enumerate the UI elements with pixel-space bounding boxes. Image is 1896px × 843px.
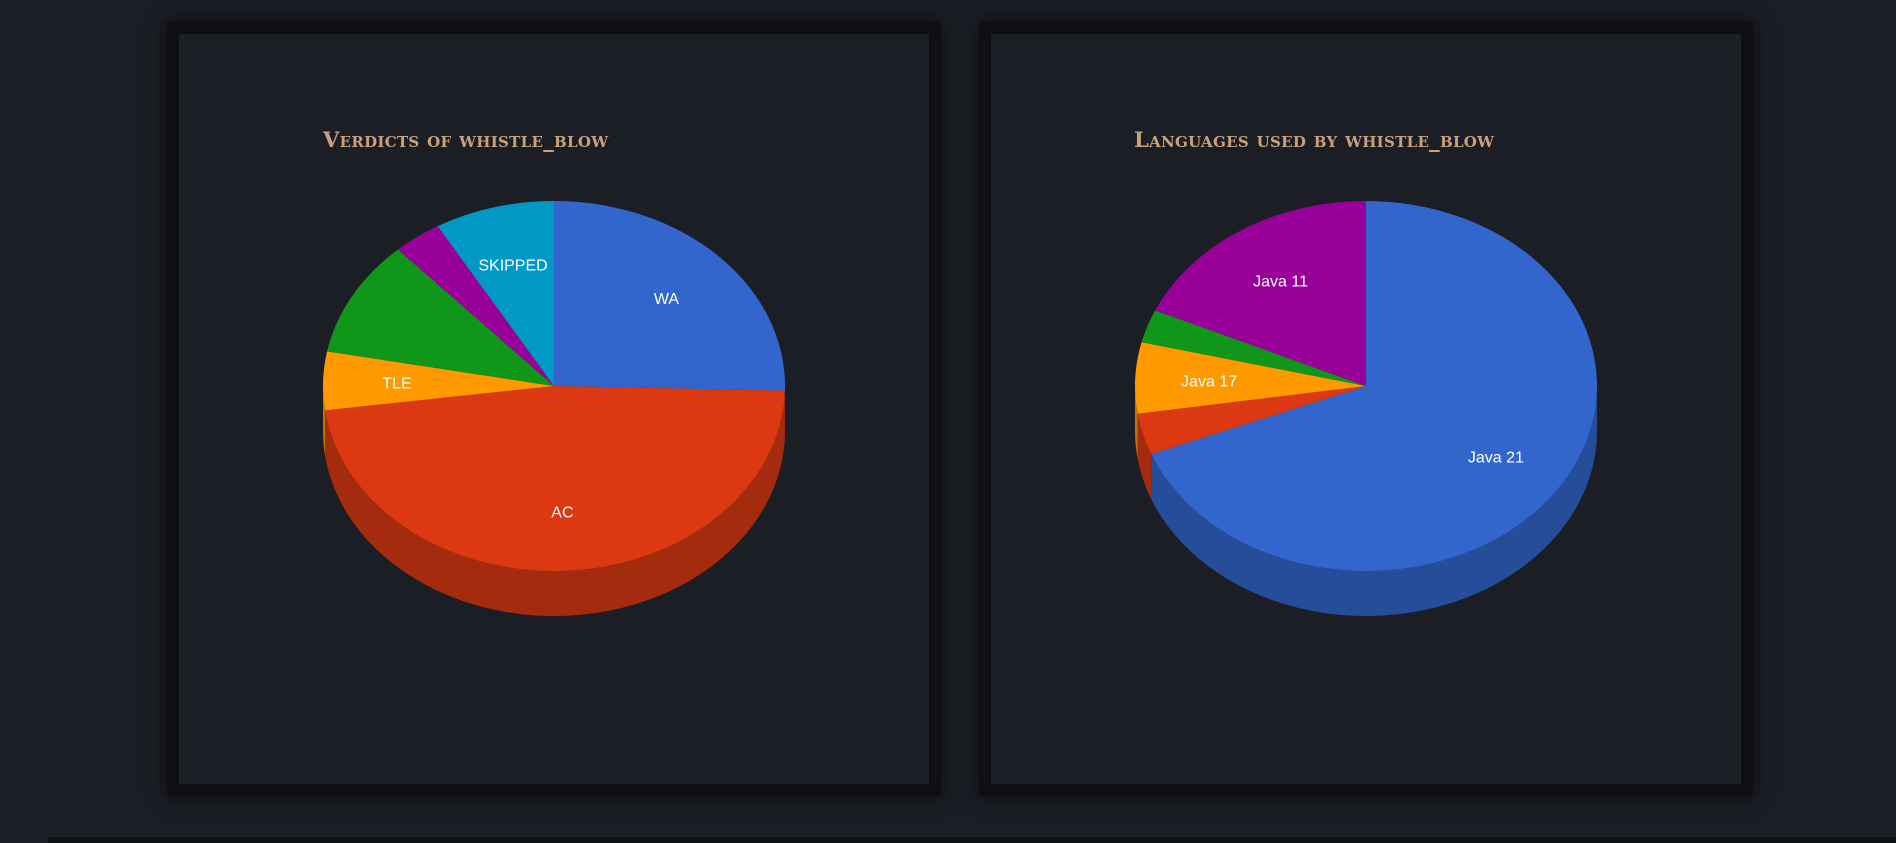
pie-slice-side (1135, 386, 1138, 459)
slice-label: WA (654, 291, 680, 308)
chart-title: Verdicts of whistle_blow (322, 127, 609, 152)
pie-side-walls (1135, 386, 1597, 617)
verdicts-pie-chart: Verdicts of whistle_blow WA AC TLE SKIPPED (322, 127, 785, 617)
pie-slice-java-21[interactable] (1151, 201, 1597, 571)
pie-slice-java-11[interactable] (1155, 201, 1366, 386)
slice-label: AC (551, 505, 573, 522)
pie-slice-4[interactable] (1141, 310, 1366, 386)
slice-label: TLE (382, 375, 411, 392)
chart-title: Languages used by whistle_blow (1134, 127, 1495, 152)
pie-slice-side (1151, 386, 1597, 617)
pie-slice-5[interactable] (397, 226, 554, 386)
pie-slice-tle[interactable] (323, 351, 554, 411)
bottom-divider (48, 837, 1896, 843)
pie-side-walls (323, 386, 785, 617)
pie-slice-wa[interactable] (554, 201, 785, 391)
slice-label: SKIPPED (478, 258, 547, 275)
verdicts-chart-panel: Verdicts of whistle_blow WA AC TLE SKIPPED (179, 34, 929, 784)
pie-slice-skipped[interactable] (437, 201, 554, 386)
languages-chart-panel: Languages used by whistle_blow Java 21 Ja… (991, 34, 1741, 784)
pie-slice-side (323, 386, 326, 456)
pie-slice-side (1137, 413, 1152, 500)
slice-label: Java 11 (1253, 273, 1308, 290)
pie-slice-ac[interactable] (325, 386, 785, 572)
slice-label: Java 17 (1181, 373, 1237, 390)
pie-slice-java-17[interactable] (1135, 342, 1366, 414)
pie-slice-4[interactable] (327, 249, 554, 386)
pie-slice-2[interactable] (1137, 386, 1366, 455)
pie-slice-side (325, 390, 785, 617)
slice-label: Java 21 (1468, 450, 1524, 467)
languages-pie-chart: Languages used by whistle_blow Java 21 Ja… (1134, 127, 1597, 617)
